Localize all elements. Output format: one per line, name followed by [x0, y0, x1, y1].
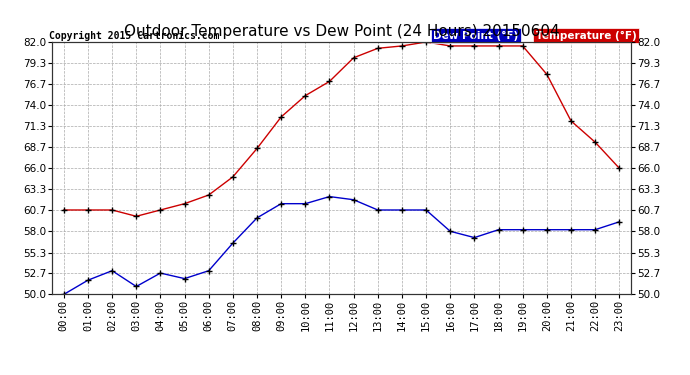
Title: Outdoor Temperature vs Dew Point (24 Hours) 20150604: Outdoor Temperature vs Dew Point (24 Hou…: [124, 24, 560, 39]
Text: Dew Point (°F): Dew Point (°F): [433, 31, 518, 41]
Text: Temperature (°F): Temperature (°F): [535, 31, 636, 41]
Text: Copyright 2015 Cartronics.com: Copyright 2015 Cartronics.com: [49, 31, 219, 41]
